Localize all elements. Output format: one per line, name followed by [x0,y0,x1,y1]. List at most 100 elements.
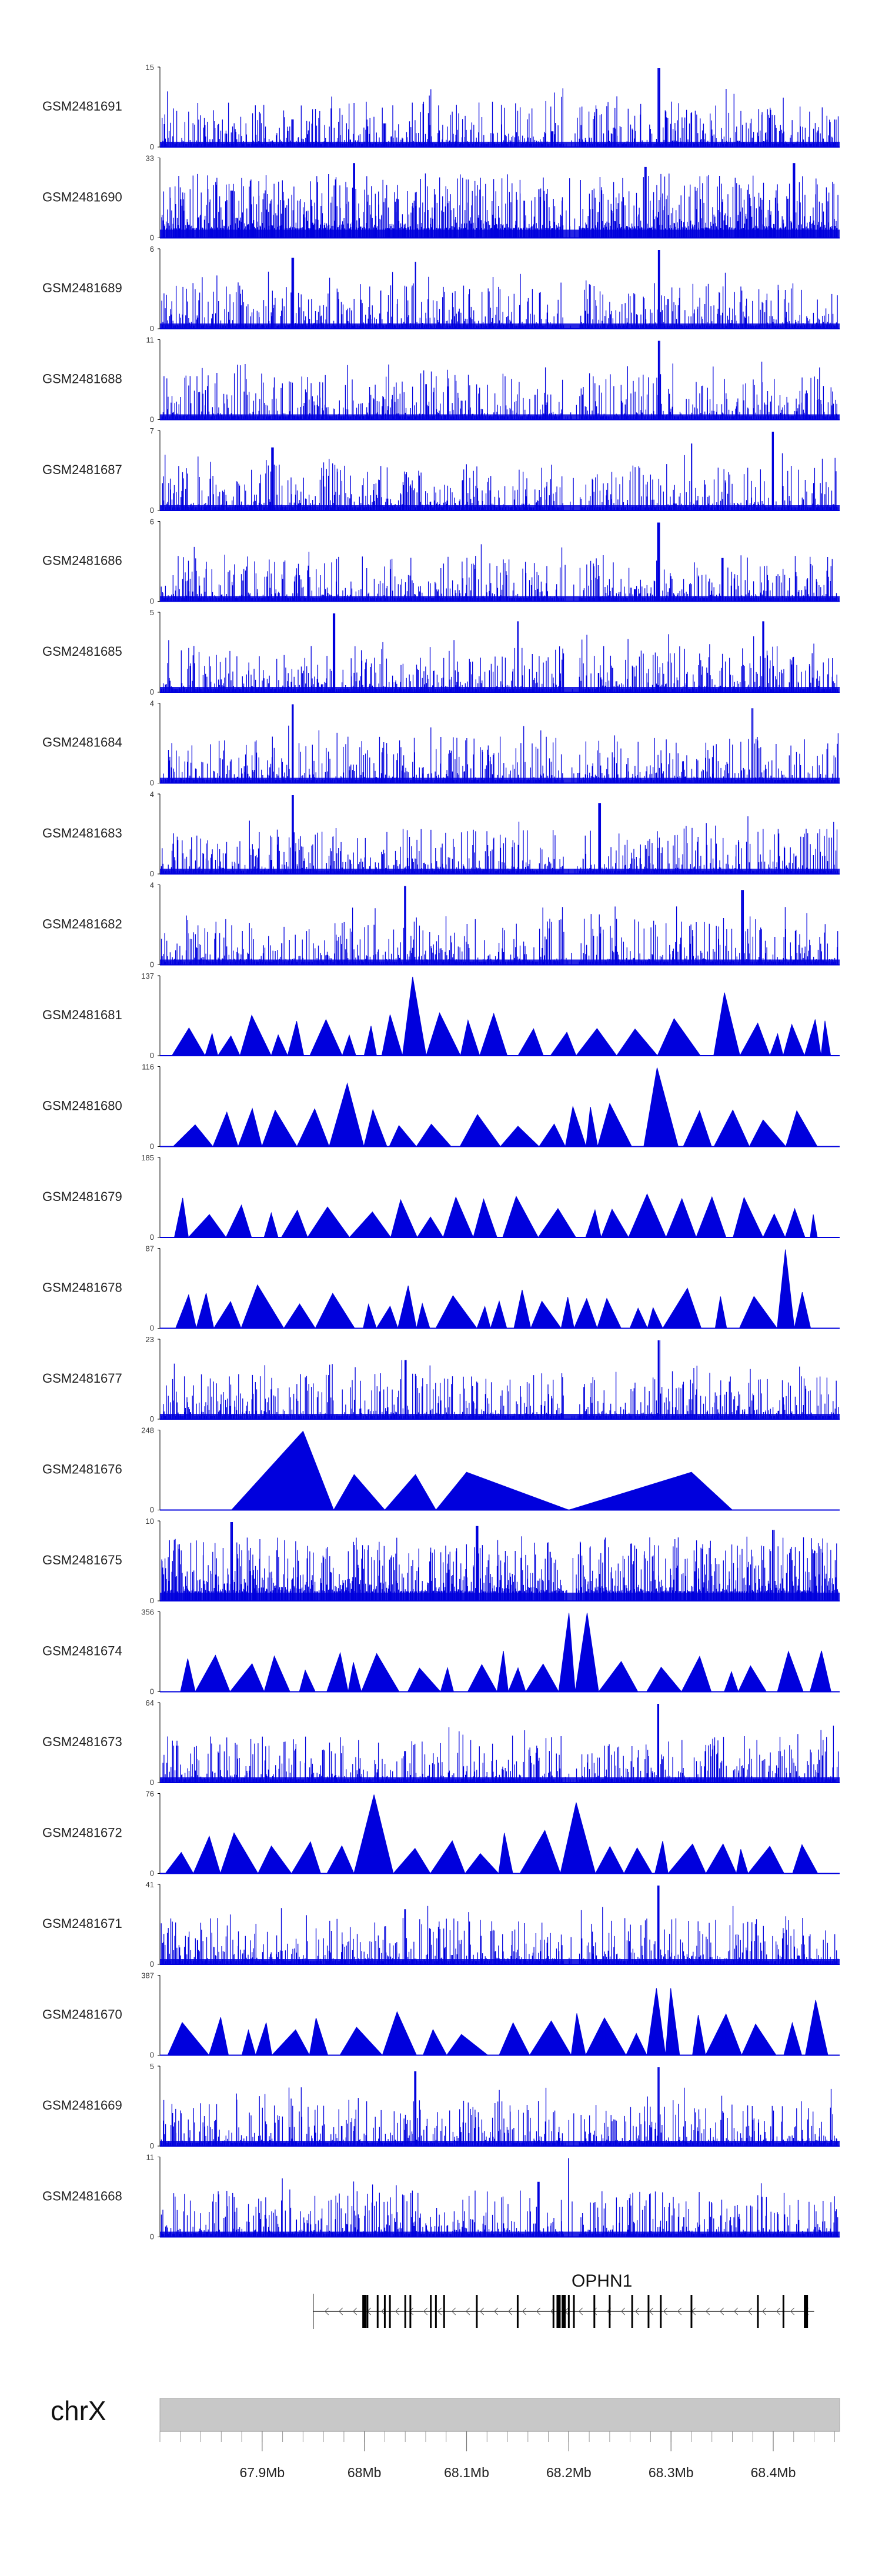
exon [660,2295,662,2328]
exon [476,2295,478,2328]
exon [593,2295,596,2328]
signal-bars [161,2158,838,2237]
track-GSM2481668: GSM2481668 11 0 [42,2153,840,2241]
y-max-label: 87 [146,1244,154,1253]
y-max-label: 33 [146,154,154,163]
signal-bars [161,163,838,238]
signal-triangles [172,1067,818,1147]
signal-bars [161,341,838,420]
signal-bars [161,1704,839,1783]
track-label: GSM2481691 [42,99,122,114]
exon [567,2295,570,2328]
y-min-label: 0 [150,415,154,424]
signal-floor [160,2231,840,2237]
y-max-label: 185 [141,1153,154,1162]
signal-floor [160,414,840,420]
exon [573,2295,575,2328]
y-min-label: 0 [150,1778,154,1787]
y-max-label: 356 [141,1608,154,1617]
signal-triangles [167,1988,828,2056]
y-min-label: 0 [150,1051,154,1060]
y-min-label: 0 [150,1869,154,1878]
signal-floor [160,1414,840,1419]
y-max-label: 137 [141,972,154,980]
signal-bars [161,68,839,147]
signal-floor [160,959,840,965]
track-label: GSM2481672 [42,1826,122,1840]
signal-triangles [173,1193,818,1238]
signal-floor [160,229,840,238]
y-min-label: 0 [150,1324,154,1333]
y-max-label: 4 [150,881,154,890]
track-label: GSM2481684 [42,735,122,750]
y-max-label: 5 [150,608,154,617]
y-min-label: 0 [150,506,154,515]
track-label: GSM2481671 [42,1916,122,1931]
y-min-label: 0 [150,142,154,151]
track-GSM2481683: GSM2481683 4 0 [42,790,840,878]
y-min-label: 0 [150,1960,154,1968]
signal-bars [161,1886,838,1964]
exon [609,2295,611,2328]
signal-triangles [180,1613,831,1692]
y-min-label: 0 [150,1687,154,1696]
signal-wide-peaks [230,1430,733,1511]
y-max-label: 11 [146,2153,155,2162]
y-max-label: 248 [141,1426,154,1435]
y-min-label: 0 [150,1142,154,1151]
signal-floor [160,1959,840,1964]
track-GSM2481687: GSM2481687 7 0 [42,426,840,515]
track-label: GSM2481678 [42,1280,122,1295]
exon [430,2295,432,2328]
y-min-label: 0 [150,1596,154,1605]
y-max-label: 7 [150,426,154,435]
y-max-label: 4 [150,699,154,708]
y-max-label: 15 [146,63,154,72]
track-label: GSM2481677 [42,1371,122,1386]
signal-floor [160,505,840,510]
signal-triangles [171,976,831,1056]
exon [366,2295,369,2328]
chromosome-band [159,2398,840,2432]
signal-floor [160,323,840,329]
track-label: GSM2481688 [42,372,122,386]
y-max-label: 10 [146,1517,154,1526]
track-GSM2481675: GSM2481675 10 0 [42,1517,840,1605]
axis-tick-label: 68Mb [348,2465,382,2480]
exon [804,2295,808,2328]
track-GSM2481684: GSM2481684 4 0 [42,699,840,788]
exon [409,2295,412,2328]
y-min-label: 0 [150,779,154,788]
track-GSM2481689: GSM2481689 6 0 [42,245,840,333]
track-label: GSM2481679 [42,1189,122,1204]
y-max-label: 6 [150,245,154,253]
y-min-label: 0 [150,688,154,696]
signal-floor [160,1593,840,1601]
signal-bars [161,250,838,329]
track-label: GSM2481674 [42,1644,122,1659]
signal-bars [161,522,839,602]
y-max-label: 11 [146,336,155,345]
signal-triangles [175,1249,811,1329]
track-label: GSM2481682 [42,917,122,932]
track-label: GSM2481685 [42,644,122,659]
y-max-label: 5 [150,2062,154,2071]
signal-bars [161,1522,838,1601]
y-max-label: 41 [146,1880,154,1889]
y-max-label: 116 [142,1063,154,1072]
exon [404,2295,406,2328]
exon [782,2295,784,2328]
y-min-label: 0 [150,324,154,333]
track-GSM2481688: GSM2481688 11 0 [42,336,840,424]
signal-bars [161,613,838,692]
exon [383,2295,386,2328]
gene-model: OPHN1 [313,2271,814,2329]
exon [552,2295,554,2328]
track-GSM2481680: GSM2481680 116 0 [42,1063,840,1151]
track-GSM2481673: GSM2481673 64 0 [42,1699,840,1787]
axis-tick-label: 68.1Mb [444,2465,489,2480]
track-label: GSM2481676 [42,1462,122,1477]
signal-floor [160,142,840,147]
exon [362,2295,367,2328]
